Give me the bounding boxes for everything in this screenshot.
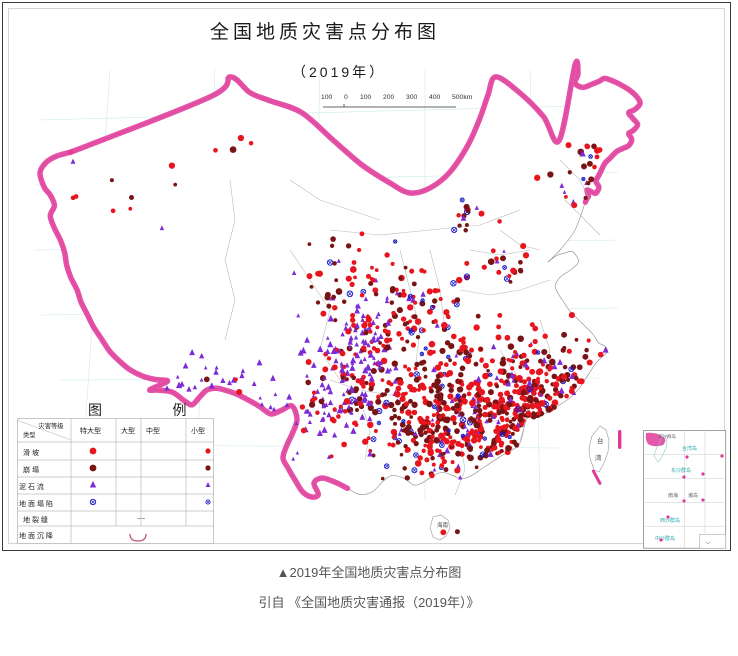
svg-text:100: 100 [360,94,372,101]
svg-text:西沙群岛: 西沙群岛 [660,517,680,524]
svg-text:地 面 塌 陷: 地 面 塌 陷 [19,499,53,508]
svg-text:泥 石 流: 泥 石 流 [19,482,44,491]
svg-text:地 面 沉 降: 地 面 沉 降 [19,531,53,540]
svg-text:类型: 类型 [23,430,36,439]
svg-text:诸岛: 诸岛 [688,492,698,499]
svg-text:~~: ~~ [137,516,145,523]
svg-text:100: 100 [321,94,333,101]
svg-text:灾害等级: 灾害等级 [38,421,64,430]
svg-text:台湾岛: 台湾岛 [682,445,697,452]
svg-text:200: 200 [383,94,395,101]
svg-text:湾: 湾 [595,453,602,462]
svg-text:崩 塌: 崩 塌 [23,465,39,474]
svg-text:小型: 小型 [191,426,205,435]
svg-text:中型: 中型 [146,426,160,435]
svg-text:地 裂 缝: 地 裂 缝 [23,515,48,524]
svg-text:东沙群岛: 东沙群岛 [671,467,691,474]
svg-text:台: 台 [597,436,604,445]
svg-text:400: 400 [429,94,441,101]
svg-text:大型: 大型 [121,426,135,435]
svg-text:东沙群岛: 东沙群岛 [658,433,676,440]
svg-text:500km: 500km [452,94,473,101]
svg-text:南海: 南海 [668,492,678,499]
svg-text:滑 坡: 滑 坡 [23,448,39,457]
svg-text:特大型: 特大型 [80,426,101,435]
svg-text:海南: 海南 [437,521,449,529]
svg-text:0: 0 [344,94,348,101]
svg-text:中沙群岛: 中沙群岛 [655,535,675,542]
svg-text:300: 300 [406,94,418,101]
